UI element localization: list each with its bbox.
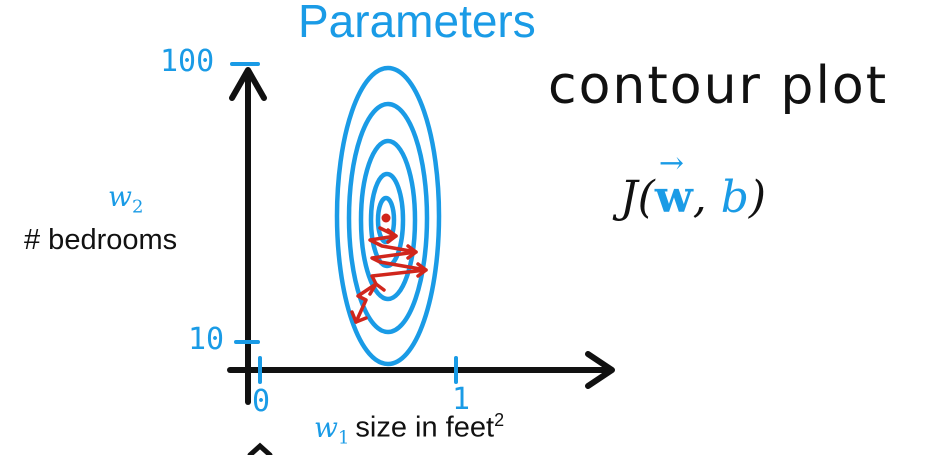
x-axis-symbol-w: w (314, 410, 338, 444)
descent-arrow-4 (406, 244, 418, 260)
contour-ellipses (334, 65, 442, 367)
y-axis-label: # bedrooms (24, 224, 178, 256)
contour-ellipse-3 (358, 138, 418, 302)
descent-arrow-1 (350, 310, 368, 324)
formula-b: b (720, 172, 749, 223)
bottom-arrow-fragment (247, 442, 273, 455)
contour-ellipse-1 (334, 65, 442, 367)
x-axis-label-group: w1 size in feet2 (314, 410, 504, 448)
x-tick-1: 1 (452, 382, 471, 417)
title: Parameters (298, 0, 536, 47)
descent-zigzag (354, 226, 428, 324)
cost-function-formula: J(w, b) (620, 172, 766, 223)
y-tick-10: 10 (188, 322, 225, 357)
contour-ellipse-4 (368, 171, 406, 269)
x-axis-label-superscript: 2 (494, 410, 505, 430)
x-axis-label: size in feet (355, 411, 495, 444)
y-axis-symbol-w: w (108, 180, 132, 213)
formula-w-vector: w (655, 172, 693, 223)
formula-prefix: J( (620, 172, 655, 223)
descent-arrow-2 (368, 282, 386, 296)
contour-ellipse-2 (346, 101, 430, 335)
minimum-point (381, 213, 391, 223)
y-axis-symbol: w2 (108, 180, 143, 218)
formula-suffix: ) (748, 172, 767, 223)
contour-ellipse-5 (375, 195, 397, 245)
x-tick-0: 0 (252, 384, 271, 419)
x-axis-symbol: w1 (314, 410, 349, 449)
x-axis-symbol-subscript: 1 (337, 427, 350, 449)
contour-plot-caption: contour plot (548, 56, 889, 116)
y-tick-100: 100 (160, 44, 215, 79)
x-axis-arrowhead (585, 351, 615, 389)
formula-separator: , (692, 172, 721, 223)
y-axis-arrowhead (229, 67, 267, 101)
gradient-descent-path (350, 226, 428, 324)
y-axis-symbol-subscript: 2 (131, 196, 144, 218)
descent-arrow-5 (386, 228, 398, 244)
descent-arrow-3 (416, 262, 428, 278)
